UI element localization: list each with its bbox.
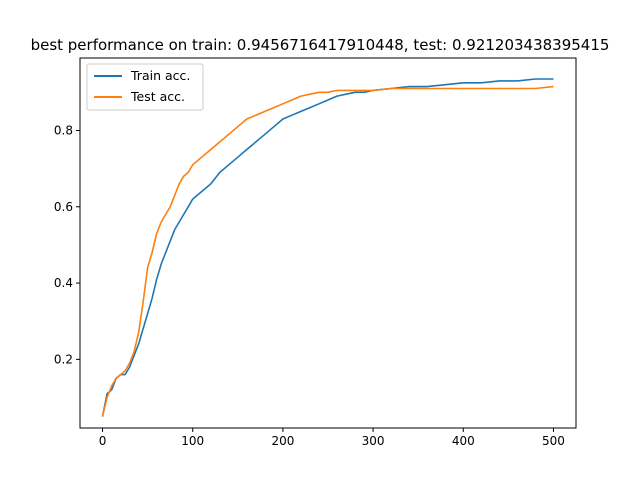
test-acc-line [101, 85, 554, 417]
x-tick-label: 300 [362, 434, 385, 448]
legend-train-label: Train acc. [130, 68, 190, 83]
y-tick-label: 0.4 [54, 276, 73, 290]
x-tick-label: 200 [271, 434, 294, 448]
series-layer [101, 78, 554, 417]
x-tick-label: 500 [542, 434, 565, 448]
x-tick-label: 0 [99, 434, 107, 448]
train-acc-line [101, 78, 554, 417]
y-axis: 0.2 0.4 0.6 0.8 [54, 123, 80, 366]
x-tick-label: 400 [452, 434, 475, 448]
legend-test-label: Test acc. [130, 89, 185, 104]
y-tick-label: 0.6 [54, 200, 73, 214]
x-tick-label: 100 [181, 434, 204, 448]
x-axis: 0 100 200 300 400 500 [99, 428, 565, 448]
legend: Train acc. Test acc. [86, 63, 204, 111]
y-tick-label: 0.8 [54, 123, 73, 137]
chart-title: best performance on train: 0.94567164179… [31, 36, 610, 54]
plot-frame [79, 57, 577, 429]
y-tick-label: 0.2 [54, 352, 73, 366]
